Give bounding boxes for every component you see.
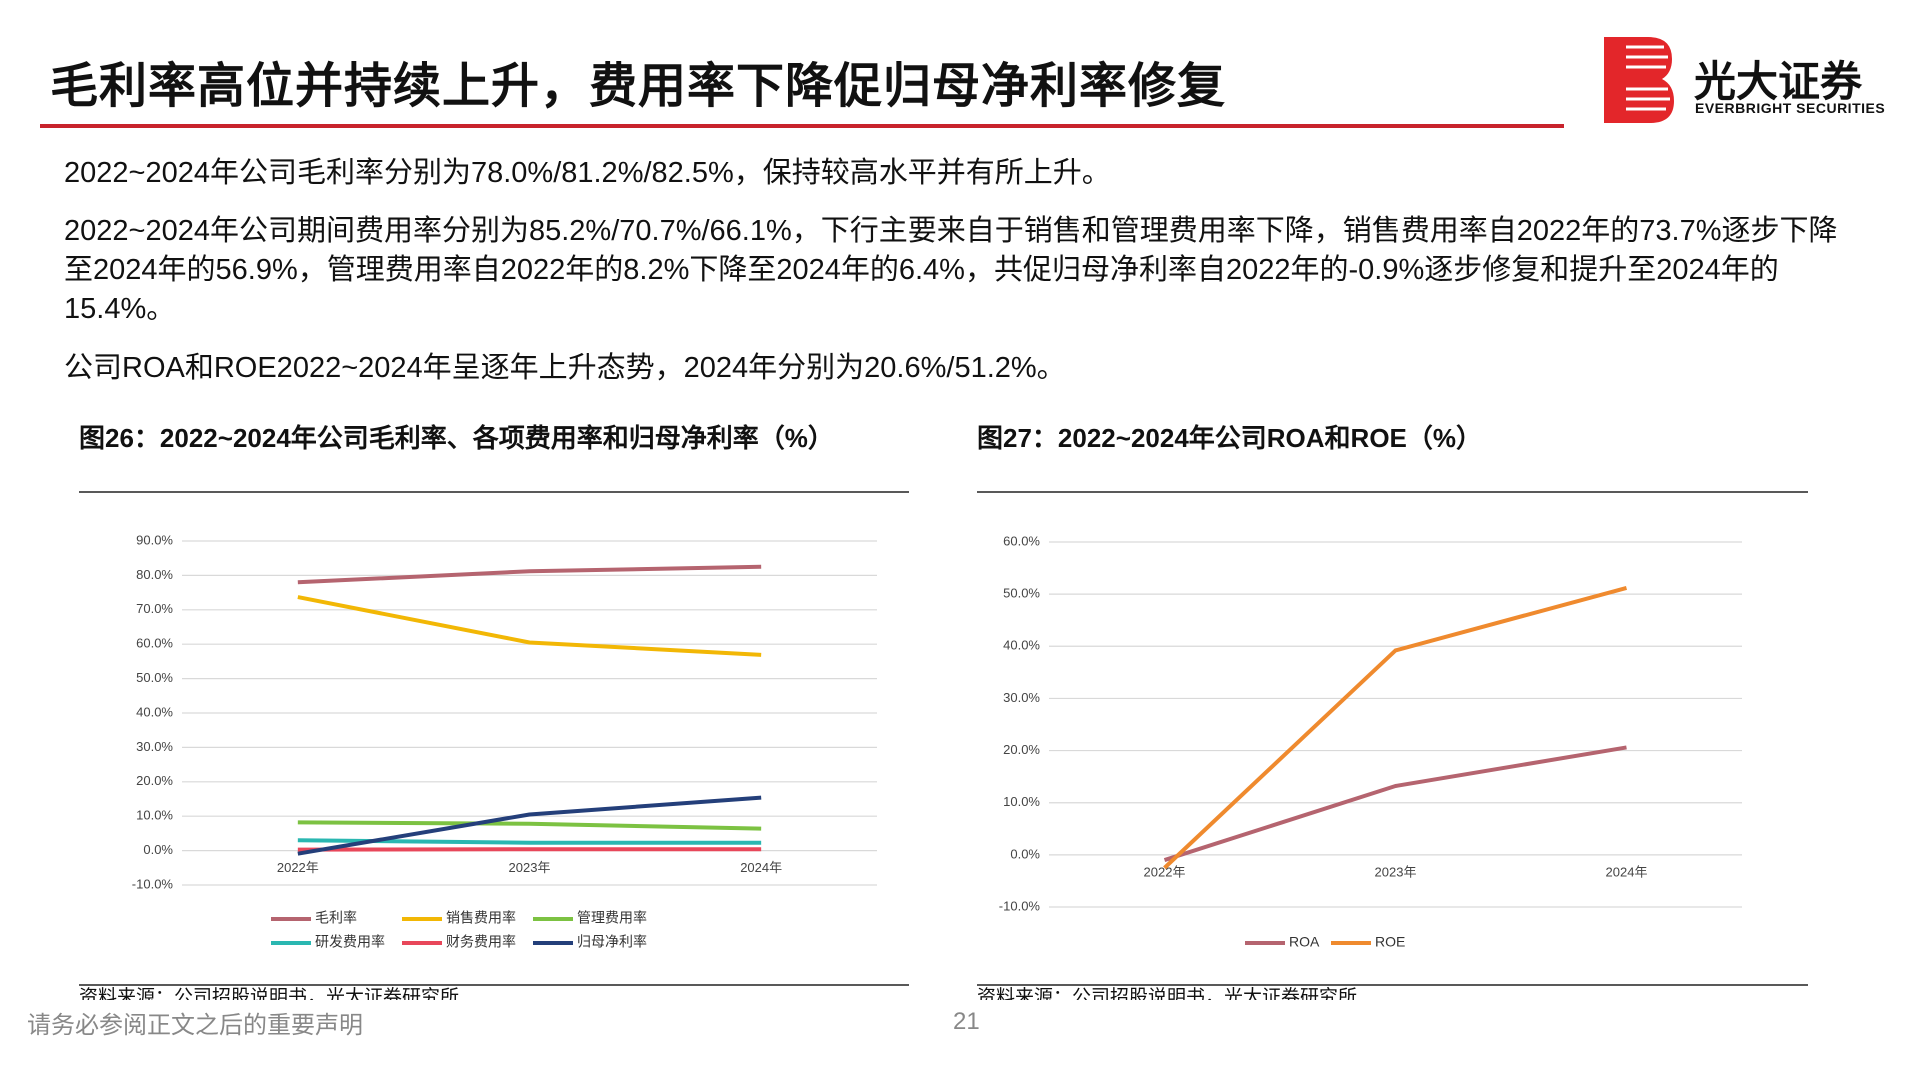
y-tick-label: -10.0% [999,898,1041,913]
slide-title: 毛利率高位并持续上升，费用率下降促归母净利率修复 [50,60,1227,113]
data-line [1163,745,1627,862]
title-rule [40,124,1564,128]
y-tick-label: 60.0% [1003,533,1040,548]
y-tick-label: 0.0% [1010,846,1040,861]
y-tick-label: 90.0% [136,532,173,547]
charts: 图26：2022~2024年公司毛利率、各项费用率和归母净利率（%） 资料来源：公… [79,423,1808,1000]
paragraph: 2022~2024年公司期间费用率分别为85.2%/70.7%/66.1%，下行… [64,215,1838,325]
y-tick-label: 70.0% [136,601,173,616]
source-note: 资料来源：公司招股说明书，光大证券研究所 [977,986,1357,1000]
footer-disclaimer: 请务必参阅正文之后的重要声明 [27,1012,363,1039]
y-tick-label: 40.0% [1003,638,1040,653]
y-tick-label: 20.0% [136,773,173,788]
figure-title: 图27：2022~2024年公司ROA和ROE（%） [977,423,1482,453]
x-tick-label: 2022年 [277,860,319,875]
legend-label: ROA [1289,934,1320,950]
paragraph: 公司ROA和ROE2022~2024年呈逐年上升态势，2024年分别为20.6%… [64,352,1066,384]
logo-icon [1604,37,1674,123]
logo-text: 光大证券 [1694,58,1863,105]
legend-label: 销售费用率 [446,910,516,926]
y-tick-label: 80.0% [136,567,173,582]
data-line [297,795,762,856]
y-tick-label: 10.0% [1003,794,1040,809]
y-tick-label: 30.0% [1003,690,1040,705]
y-tick-label: -10.0% [132,876,174,891]
y-tick-label: 30.0% [136,739,173,754]
paragraph: 2022~2024年公司毛利率分别为78.0%/81.2%/82.5%，保持较高… [64,157,1111,189]
data-line [297,595,762,657]
legend-label: 毛利率 [315,910,357,926]
data-line [1163,585,1628,870]
logo-subtext: EVERBRIGHT SECURITIES [1695,100,1886,116]
data-line [297,564,762,585]
legend-label: 归母净利率 [577,934,647,950]
x-tick-label: 2022年 [1144,864,1186,879]
x-tick-label: 2023年 [1375,864,1417,879]
figure-title: 图26：2022~2024年公司毛利率、各项费用率和归母净利率（%） [79,423,834,453]
y-tick-label: 60.0% [136,636,173,651]
y-tick-label: 20.0% [1003,742,1040,757]
legend-label: 研发费用率 [315,934,385,950]
x-tick-label: 2023年 [509,860,551,875]
y-tick-label: 50.0% [1003,586,1040,601]
x-tick-label: 2024年 [740,860,782,875]
page-number: 21 [953,1008,980,1035]
legend-label: ROE [1375,934,1405,950]
y-tick-label: 40.0% [136,704,173,719]
legend-label: 管理费用率 [577,910,647,926]
y-tick-label: 10.0% [136,808,173,823]
data-line [297,820,762,831]
source-note: 资料来源：公司招股说明书，光大证券研究所 [79,986,459,1000]
legend-label: 财务费用率 [446,934,516,950]
y-tick-label: 50.0% [136,670,173,685]
x-tick-label: 2024年 [1606,864,1648,879]
y-tick-label: 0.0% [143,842,173,857]
